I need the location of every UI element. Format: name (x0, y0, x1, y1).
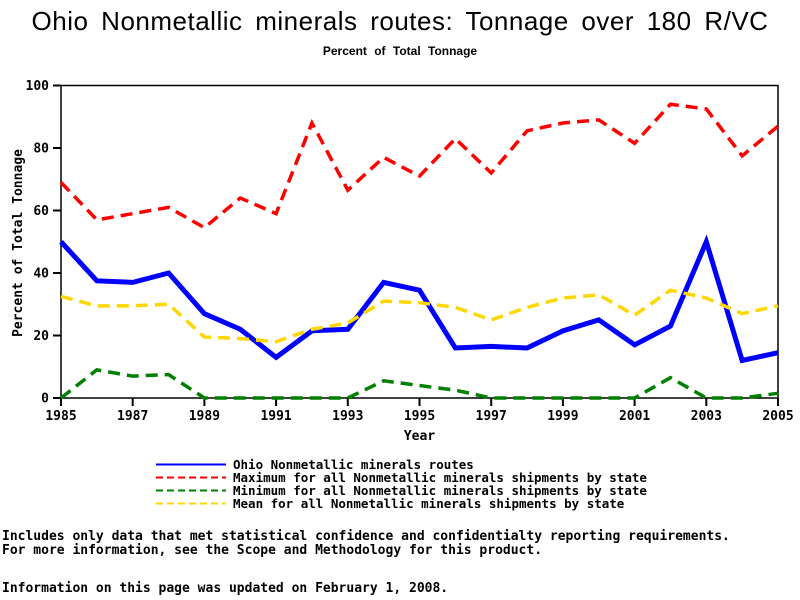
legend-line-icon (156, 463, 226, 466)
x-tick-label: 1999 (547, 409, 578, 424)
x-axis-title: Year (403, 429, 436, 444)
plot-frame (60, 84, 779, 399)
legend-line-icon (156, 476, 226, 479)
series-line-maximum (59, 102, 780, 230)
x-tick-label: 1993 (332, 409, 363, 424)
y-axis-title: Percent of Total Tonnage (11, 149, 26, 337)
legend-label: Mean for all Nonmetallic minerals shipme… (233, 496, 625, 511)
x-tick-label: 1995 (404, 409, 435, 424)
series-line-ohio (59, 234, 779, 364)
legend-line-icon (156, 489, 226, 492)
x-tick-label: 1985 (45, 409, 76, 424)
legend-item-ohio: Ohio Nonmetallic minerals routes (155, 457, 647, 472)
chart-title: Ohio Nonmetallic minerals routes: Tonnag… (31, 6, 769, 36)
footnote-block: Includes only data that met statistical … (2, 530, 730, 558)
updated-date-note: Information on this page was updated on … (2, 581, 449, 596)
x-tick-label: 2005 (762, 409, 793, 424)
x-tick-label: 1987 (117, 409, 148, 424)
series-line-mean (60, 288, 779, 344)
legend-item-mean: Mean for all Nonmetallic minerals shipme… (155, 496, 647, 511)
legend-line-icon (156, 502, 226, 505)
chart-subtitle: Percent of Total Tonnage (322, 44, 478, 58)
y-tick-label: 20 (33, 329, 49, 344)
x-tick-label: 1997 (476, 409, 507, 424)
legend-label: Minimum for all Nonmetallic minerals shi… (233, 483, 647, 498)
footnote-line-1: Includes only data that met statistical … (2, 529, 730, 544)
y-tick-label: 100 (26, 79, 50, 94)
series-line-minimum (59, 368, 779, 400)
y-tick-label: 0 (41, 392, 49, 407)
x-tick-label: 1989 (189, 409, 220, 424)
chart-legend: Ohio Nonmetallic minerals routes Maximum… (155, 457, 647, 511)
x-tick-label: 2001 (619, 409, 650, 424)
x-tick-label: 1991 (260, 409, 291, 424)
footnote-line-2: For more information, see the Scope and … (2, 543, 543, 558)
y-tick-label: 60 (33, 204, 49, 219)
y-tick-label: 80 (33, 142, 49, 157)
legend-label: Maximum for all Nonmetallic minerals shi… (233, 470, 647, 485)
legend-label: Ohio Nonmetallic minerals routes (233, 457, 474, 472)
y-tick-label: 40 (33, 267, 49, 282)
x-tick-label: 2003 (691, 409, 722, 424)
legend-item-minimum: Minimum for all Nonmetallic minerals shi… (155, 483, 647, 498)
legend-item-maximum: Maximum for all Nonmetallic minerals shi… (155, 470, 647, 485)
